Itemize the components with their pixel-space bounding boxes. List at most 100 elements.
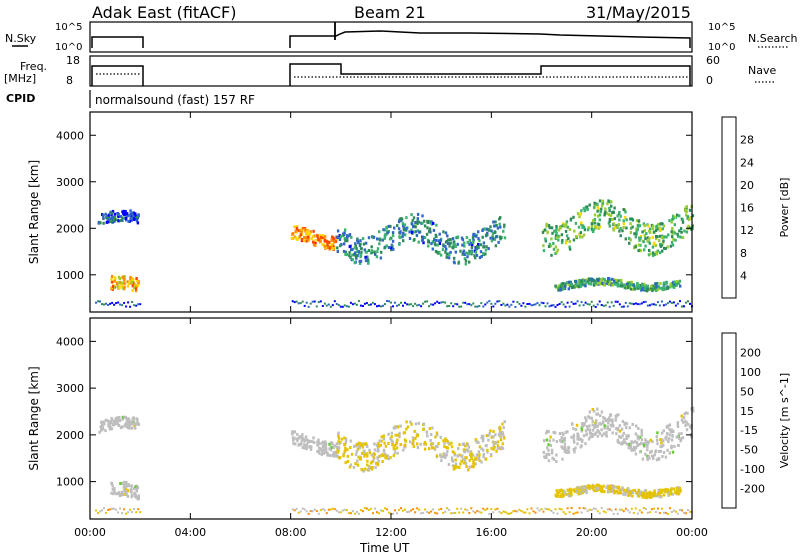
echo-cell [553, 229, 556, 233]
ground-scatter-cell [482, 507, 485, 510]
ground-scatter-cell [414, 302, 417, 305]
echo-cell [120, 481, 124, 485]
echo-cell [658, 493, 661, 497]
echo-cell [314, 243, 317, 247]
echo-cell [668, 451, 671, 455]
echo-cell [501, 430, 504, 434]
ground-scatter-cell [97, 300, 99, 303]
echo-cell [572, 438, 576, 442]
echo-cell [554, 230, 558, 234]
echo-cell [467, 445, 471, 449]
echo-cell [573, 490, 577, 493]
echo-cell [545, 438, 549, 442]
echo-cell [126, 284, 129, 288]
echo-cell [290, 236, 294, 240]
echo-cell [607, 221, 611, 225]
echo-cell [555, 231, 558, 235]
ground-scatter-cell [580, 301, 583, 304]
echo-cell [483, 227, 486, 231]
echo-cell [637, 286, 640, 290]
echo-cell [672, 487, 676, 491]
echo-cell [390, 248, 393, 252]
echo-cell [593, 205, 596, 209]
echo-cell [654, 282, 657, 286]
echo-cell [608, 209, 611, 213]
echo-cell [567, 282, 570, 286]
echo-cell [349, 255, 352, 259]
echo-cell [113, 487, 116, 490]
echo-cell [640, 430, 643, 434]
ground-scatter-cell [614, 508, 617, 511]
echo-cell [129, 275, 132, 279]
ground-scatter-cell [498, 300, 501, 303]
echo-cell [563, 285, 566, 289]
echo-cell [344, 447, 347, 450]
echo-cell [110, 482, 114, 485]
echo-cell [562, 447, 566, 450]
ground-scatter-cell [373, 303, 376, 306]
nave-tick-0: 0 [706, 74, 713, 87]
echo-cell [590, 227, 594, 231]
echo-cell [553, 431, 557, 435]
echo-cell [669, 244, 672, 248]
echo-cell [584, 442, 587, 446]
echo-cell [106, 214, 109, 218]
echo-cell [416, 446, 420, 449]
echo-cell [350, 248, 353, 252]
echo-cell [628, 426, 631, 430]
ground-scatter-cell [608, 508, 611, 511]
ground-scatter-cell [476, 509, 479, 512]
echo-cell [572, 285, 575, 289]
echo-cell [570, 488, 573, 492]
ground-scatter-cell [351, 510, 354, 513]
echo-cell [480, 447, 483, 451]
ground-scatter-cell [468, 303, 471, 306]
echo-cell [571, 422, 574, 426]
ground-scatter-cell [602, 304, 605, 307]
echo-cell [579, 231, 583, 235]
echo-cell [623, 438, 626, 442]
ground-scatter-cell [105, 511, 107, 514]
echo-cell [130, 495, 133, 499]
echo-cell [391, 234, 395, 238]
echo-cell [666, 245, 669, 249]
echo-cell [128, 420, 131, 424]
echo-cell [604, 210, 607, 214]
echo-cell [372, 455, 375, 459]
ground-scatter-cell [382, 509, 384, 512]
echo-cell [677, 234, 680, 238]
echo-cell [666, 286, 669, 290]
echo-cell [626, 487, 630, 491]
echo-cell [328, 442, 331, 446]
echo-cell [435, 239, 438, 242]
echo-cell [469, 453, 472, 457]
echo-cell [499, 435, 502, 439]
echo-cell [600, 410, 604, 414]
echo-cell [308, 439, 311, 443]
echo-cell [681, 436, 685, 440]
echo-cell [391, 231, 395, 235]
ground-scatter-cell [107, 508, 110, 511]
ground-scatter-cell [574, 511, 577, 514]
echo-cell [335, 450, 338, 454]
echo-cell [434, 233, 437, 237]
echo-cell [607, 488, 611, 492]
echo-cell [591, 423, 594, 427]
echo-cell [332, 446, 335, 450]
echo-cell [618, 284, 621, 288]
ground-scatter-cell [373, 507, 376, 510]
echo-cell [629, 222, 632, 226]
echo-cell [582, 281, 585, 285]
ground-scatter-cell [580, 511, 583, 514]
echo-cell [423, 442, 426, 446]
ground-scatter-cell [588, 303, 591, 306]
ground-scatter-cell [648, 511, 651, 514]
echo-cell [681, 236, 685, 240]
echo-cell [120, 425, 124, 429]
echo-cell [650, 449, 653, 453]
ground-scatter-cell [410, 303, 413, 306]
echo-cell [312, 229, 315, 233]
ground-scatter-cell [127, 301, 130, 304]
echo-cell [566, 430, 569, 434]
